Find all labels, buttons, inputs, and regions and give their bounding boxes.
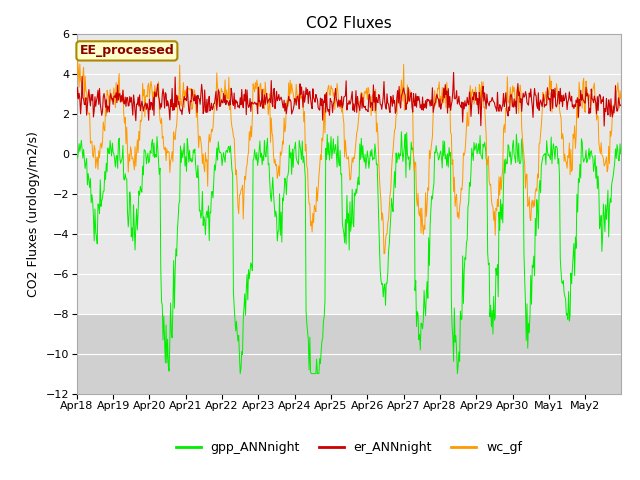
- Y-axis label: CO2 Fluxes (urology/m2/s): CO2 Fluxes (urology/m2/s): [27, 131, 40, 297]
- Text: EE_processed: EE_processed: [79, 44, 174, 58]
- Title: CO2 Fluxes: CO2 Fluxes: [306, 16, 392, 31]
- Legend: gpp_ANNnight, er_ANNnight, wc_gf: gpp_ANNnight, er_ANNnight, wc_gf: [171, 436, 527, 459]
- Bar: [77, 313, 621, 394]
